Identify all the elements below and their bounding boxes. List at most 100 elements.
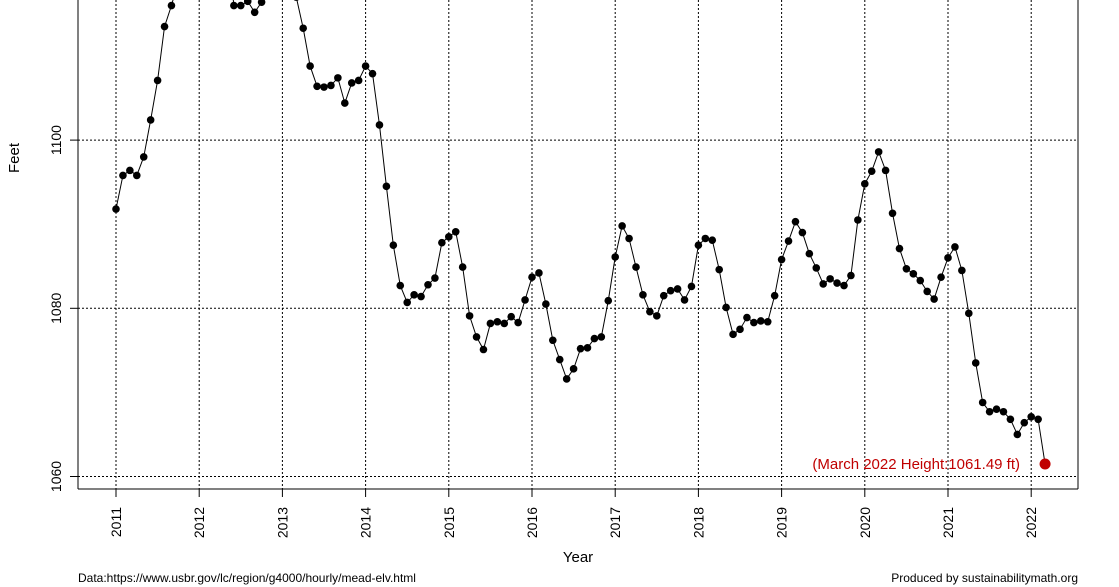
y-tick-label: 1100 <box>48 125 64 155</box>
data-point <box>354 76 363 85</box>
data-point <box>458 263 467 271</box>
data-point <box>874 148 883 156</box>
data-point <box>937 273 945 281</box>
data-point <box>237 1 245 10</box>
data-point <box>819 280 827 288</box>
x-tick-label: 2014 <box>358 507 374 538</box>
data-point <box>833 279 841 287</box>
series-polyline <box>115 0 1046 465</box>
data-point <box>243 0 252 6</box>
data-point <box>639 291 647 299</box>
data-point <box>479 345 488 354</box>
data-point <box>743 313 751 322</box>
data-point <box>971 359 980 367</box>
data-point <box>985 407 994 416</box>
x-tick-label: 2018 <box>690 507 706 538</box>
grid <box>78 0 1078 489</box>
data-point <box>736 325 744 334</box>
y-tick-label: 1060 <box>48 461 64 492</box>
data-point <box>507 312 515 321</box>
data-point <box>861 180 869 188</box>
data-point <box>805 249 814 258</box>
data-point <box>438 238 446 247</box>
data-point <box>327 81 335 90</box>
data-point <box>1006 415 1015 424</box>
data-point <box>847 271 855 280</box>
data-point <box>763 317 772 326</box>
x-axis: 2011 2012 2013 2014 2015 2016 2017 2018 2019 2020… <box>108 489 1039 538</box>
data-point <box>791 217 800 226</box>
data-point <box>750 318 758 327</box>
data-point <box>472 333 481 341</box>
data-point <box>465 312 474 320</box>
data-point <box>583 344 592 352</box>
data-point <box>535 269 543 277</box>
data-point <box>888 209 897 218</box>
data-point <box>944 254 952 262</box>
data-point <box>784 237 793 245</box>
x-tick-label: 2013 <box>274 507 290 538</box>
data-point <box>146 116 155 124</box>
x-tick-label: 2012 <box>191 507 207 538</box>
data-point <box>445 233 453 241</box>
data-point <box>313 82 321 91</box>
data-point <box>777 255 786 264</box>
data-point <box>951 243 959 251</box>
data-point <box>451 227 460 236</box>
data-point <box>555 355 564 364</box>
data-point <box>680 296 689 304</box>
data-point <box>653 312 661 320</box>
data-point <box>666 286 675 295</box>
data-point <box>632 263 640 271</box>
data-point <box>230 1 238 10</box>
data-point <box>923 287 931 296</box>
data-point <box>597 333 606 341</box>
data-point <box>382 182 391 191</box>
data-point <box>431 274 439 282</box>
data-point <box>590 334 599 343</box>
data-point <box>854 216 862 224</box>
data-point <box>708 236 717 244</box>
data-point <box>895 244 904 253</box>
data-point <box>486 319 495 328</box>
data-point <box>729 330 737 339</box>
highlight-annotation: (March 2022 Height:1061.49 ft) <box>812 456 1020 473</box>
data-point <box>153 76 162 85</box>
data-point <box>701 234 710 243</box>
data-point <box>500 319 509 328</box>
data-point <box>625 234 633 243</box>
data-point <box>514 318 522 327</box>
data-point <box>119 171 127 180</box>
data-point <box>867 167 876 176</box>
data-point <box>569 365 578 373</box>
data-point <box>334 74 342 82</box>
data-point <box>396 281 405 290</box>
data-point <box>389 241 398 250</box>
series-points <box>112 0 1042 439</box>
data-point <box>521 296 529 304</box>
data-point <box>133 171 141 180</box>
x-tick-label: 2016 <box>524 507 540 538</box>
data-point <box>368 69 377 78</box>
data-point <box>1020 418 1029 427</box>
data-point <box>299 24 308 33</box>
y-axis-title: Feet <box>6 142 23 173</box>
data-point <box>909 270 918 278</box>
data-point <box>798 228 807 237</box>
data-point <box>930 295 938 303</box>
data-point <box>112 205 120 213</box>
data-point <box>659 291 668 300</box>
data-source: Data:https://www.usbr.gov/lc/region/g400… <box>78 571 416 585</box>
data-point <box>576 344 585 353</box>
data-point <box>826 275 834 283</box>
series-line <box>115 0 1046 465</box>
data-point <box>604 296 613 305</box>
data-point <box>493 317 502 326</box>
data-point <box>375 121 384 129</box>
data-point <box>916 276 925 285</box>
data-point <box>673 285 682 293</box>
credit: Produced by sustainabilitymath.org <box>891 571 1078 585</box>
data-point <box>139 153 148 161</box>
data-point <box>1034 415 1042 424</box>
data-point <box>881 166 890 175</box>
